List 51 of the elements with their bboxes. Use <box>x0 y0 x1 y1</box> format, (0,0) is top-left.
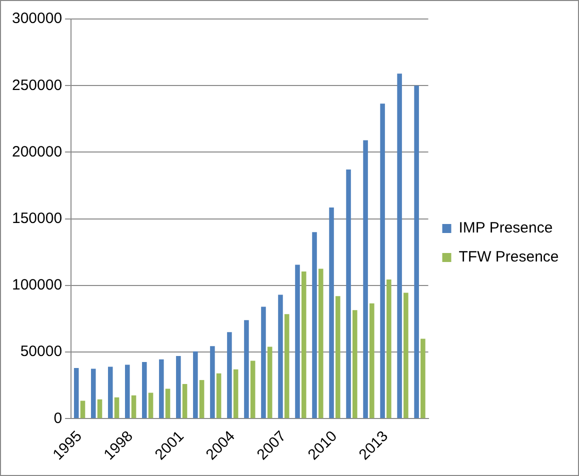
bar <box>165 388 170 418</box>
bar <box>301 271 306 418</box>
bar <box>250 360 256 418</box>
bar <box>346 170 351 418</box>
y-tick-label: 200000 <box>12 143 62 160</box>
bar <box>193 351 198 418</box>
bar <box>108 366 113 418</box>
bar <box>244 320 249 418</box>
y-tick-label: 150000 <box>12 210 62 227</box>
legend-label: TFW Presence <box>458 248 559 266</box>
y-tick-label: 0 <box>54 410 62 427</box>
bar <box>420 338 426 418</box>
bar <box>176 356 181 418</box>
bar <box>329 208 334 418</box>
bar <box>278 294 283 418</box>
bar <box>363 140 368 418</box>
bar <box>142 362 147 418</box>
bar <box>370 303 374 418</box>
bar <box>318 268 324 418</box>
bar <box>261 306 266 418</box>
y-tick-label: 250000 <box>12 76 62 94</box>
bar <box>404 292 408 418</box>
bar <box>312 232 317 418</box>
bar <box>131 395 136 418</box>
bar <box>114 397 120 418</box>
bar <box>74 368 79 418</box>
bar <box>216 373 222 418</box>
bar <box>414 86 419 418</box>
bar <box>267 346 272 418</box>
bar <box>182 384 188 418</box>
bar <box>97 399 102 418</box>
bar <box>90 368 96 418</box>
bar <box>335 296 340 418</box>
bar <box>210 346 215 418</box>
bar <box>352 310 358 418</box>
bar <box>295 264 300 418</box>
y-tick-label: 100000 <box>12 276 62 294</box>
bar <box>125 364 130 418</box>
bar <box>380 104 385 418</box>
y-tick-label: 300000 <box>12 10 62 28</box>
bar <box>397 74 402 418</box>
legend-label: IMP Presence <box>458 220 553 237</box>
bar <box>284 314 290 418</box>
bar <box>386 279 392 418</box>
y-tick-label: 50000 <box>20 343 62 360</box>
bar <box>233 369 238 418</box>
bar <box>199 380 204 418</box>
bar <box>227 332 232 418</box>
bar <box>148 392 154 418</box>
bar <box>159 359 164 418</box>
bar <box>80 400 86 418</box>
